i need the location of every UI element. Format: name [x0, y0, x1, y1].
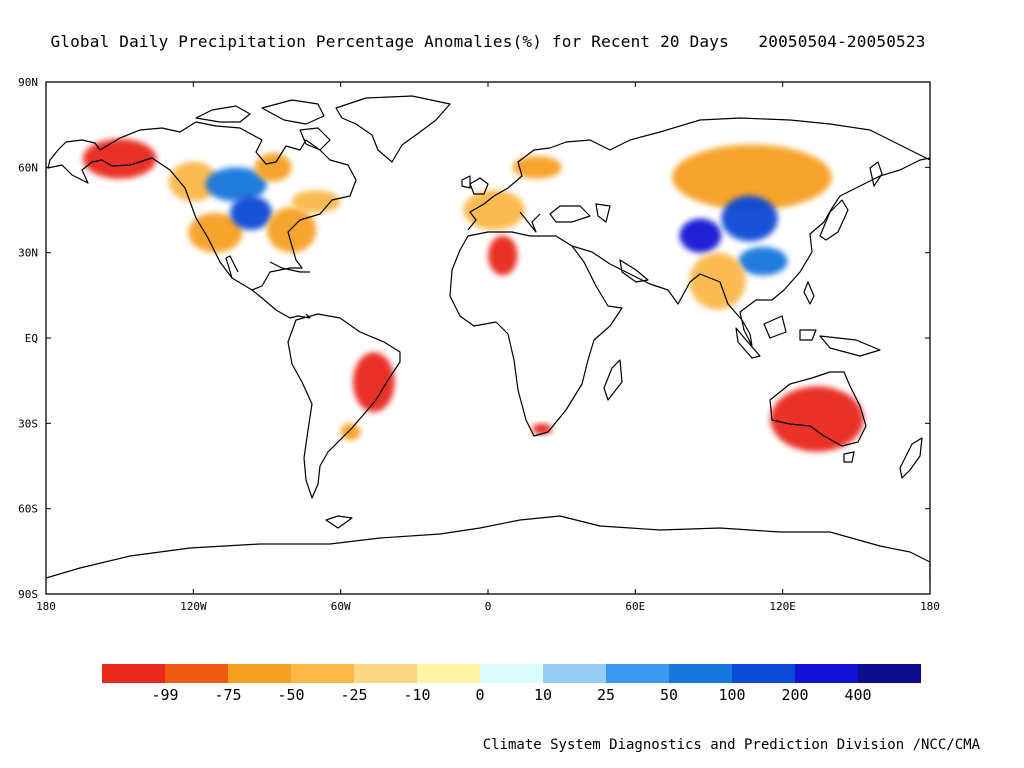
lon-tick-label: 120E [769, 600, 796, 613]
anomaly-area-15 [679, 218, 722, 253]
anomaly-shading [82, 138, 864, 452]
lon-tick-label: 60W [331, 600, 351, 613]
colorbar-label: 10 [534, 686, 552, 704]
colorbar-label: 400 [844, 686, 871, 704]
anomaly-area-8 [352, 352, 395, 412]
lat-tick-label: 90N [18, 76, 38, 89]
colorbar-label: -10 [403, 686, 430, 704]
colorbar-swatch [543, 664, 606, 683]
colorbar-label: -99 [151, 686, 178, 704]
anomaly-area-0 [82, 138, 157, 179]
anomaly-area-17 [738, 246, 788, 276]
colorbar-swatch [417, 664, 480, 683]
colorbar-swatch [480, 664, 543, 683]
anomaly-area-7 [291, 190, 341, 213]
coastlines [46, 95, 930, 579]
lat-tick-label: 30S [18, 417, 38, 430]
colorbar-label: -25 [340, 686, 367, 704]
lat-tick-label: 30N [18, 247, 38, 260]
anomaly-area-4 [188, 212, 243, 253]
lat-tick-label: EQ [25, 332, 38, 345]
colorbar-label: -75 [214, 686, 241, 704]
lat-tick-label: 60N [18, 161, 38, 174]
anomaly-area-16 [721, 195, 778, 242]
lon-tick-label: 0 [485, 600, 492, 613]
colorbar-swatch [102, 664, 165, 683]
colorbar-swatch [795, 664, 858, 683]
anomaly-area-14 [672, 144, 832, 211]
lon-tick-label: 180 [36, 600, 56, 613]
credit-line: Climate System Diagnostics and Predictio… [482, 737, 980, 753]
anomaly-area-5 [230, 195, 272, 230]
colorbar-label: 0 [475, 686, 484, 704]
colorbar-swatch [732, 664, 795, 683]
anomaly-area-9 [340, 423, 361, 441]
anomaly-area-11 [512, 155, 562, 179]
anomaly-area-3 [254, 153, 292, 182]
lon-tick-label: 180 [920, 600, 940, 613]
colorbar-swatch [228, 664, 291, 683]
colorbar-label: 200 [781, 686, 808, 704]
colorbar-swatch [165, 664, 228, 683]
colorbar-swatch [858, 664, 921, 683]
colorbar-swatch [354, 664, 417, 683]
colorbar-swatch [291, 664, 354, 683]
anomaly-area-12 [488, 235, 518, 276]
anomaly-area-13 [532, 423, 552, 435]
chart-title: Global Daily Precipitation Percentage An… [50, 32, 926, 51]
colorbar: -99 -75 -50 -25 -10 0 10 25 50 100 200 400 [102, 664, 921, 704]
lon-tick-label: 60E [625, 600, 645, 613]
lat-tick-label: 60S [18, 503, 38, 516]
anomaly-area-1 [168, 161, 218, 202]
anomaly-area-2 [205, 167, 267, 202]
colorbar-label: 25 [597, 686, 615, 704]
colorbar-label: 50 [660, 686, 678, 704]
colorbar-label: 100 [718, 686, 745, 704]
colorbar-label: -50 [277, 686, 304, 704]
anomaly-area-19 [770, 386, 864, 452]
lon-tick-label: 120W [180, 600, 207, 613]
colorbar-swatch [606, 664, 669, 683]
colorbar-swatch [669, 664, 732, 683]
lat-tick-label: 90S [18, 588, 38, 601]
anomaly-area-10 [463, 190, 525, 230]
